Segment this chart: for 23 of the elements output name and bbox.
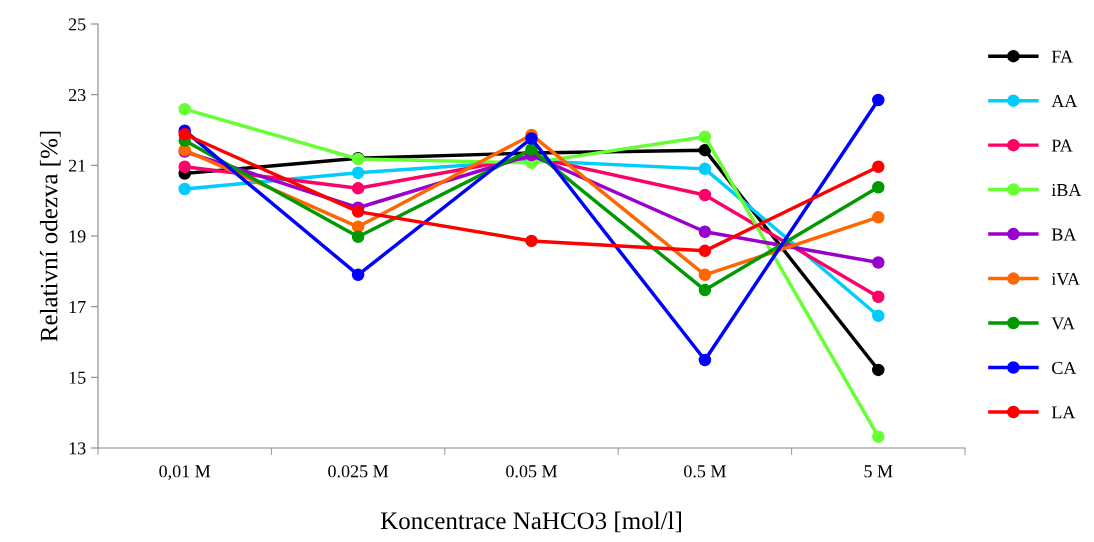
y-tick-label: 13 bbox=[69, 442, 86, 455]
y-axis-title: Relativní odezva [%] bbox=[39, 131, 61, 342]
legend-label: LA bbox=[1051, 406, 1076, 419]
y-tick-label: 21 bbox=[68, 159, 86, 172]
x-tick-label: 0.05 M bbox=[506, 465, 558, 478]
legend-label: BA bbox=[1051, 228, 1077, 241]
legend-label: VA bbox=[1051, 317, 1075, 330]
legend-label: iBA bbox=[1051, 183, 1082, 196]
legend-label: AA bbox=[1051, 95, 1078, 107]
y-tick-label: 25 bbox=[68, 18, 86, 31]
x-tick-label: 0.5 M bbox=[684, 465, 726, 478]
legend-label: iVA bbox=[1051, 272, 1080, 286]
x-tick-label: 5 M bbox=[864, 465, 893, 478]
y-tick-label: 23 bbox=[68, 88, 86, 102]
y-tick-label: 19 bbox=[69, 230, 86, 243]
legend-label: PA bbox=[1051, 139, 1073, 152]
legend-label: FA bbox=[1051, 50, 1073, 63]
x-axis-title: Koncentrace NaHCO3 [mol/l] bbox=[380, 511, 681, 533]
y-tick-label: 15 bbox=[69, 371, 86, 384]
x-tick-label: 0,01 M bbox=[159, 465, 211, 480]
y-tick-label: 17 bbox=[69, 301, 86, 313]
x-tick-label: 0.025 M bbox=[328, 465, 389, 478]
legend-label: CA bbox=[1052, 361, 1077, 374]
